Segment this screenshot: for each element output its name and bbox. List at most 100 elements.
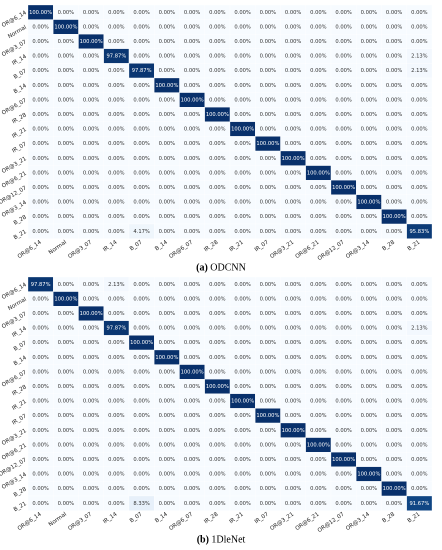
cell-label: 0.00%: [32, 340, 49, 346]
cell-label: 0.00%: [209, 156, 226, 162]
cell-label: 0.00%: [108, 311, 125, 317]
cell-label: 0.00%: [83, 24, 100, 30]
x-tick-label: OR@6_14: [17, 511, 43, 532]
cell-label: 0.00%: [234, 39, 251, 45]
cell-label: 0.00%: [32, 185, 49, 191]
cell-label: 0.00%: [133, 399, 150, 405]
cell-label: 0.00%: [58, 384, 75, 390]
cell-label: 100.00%: [282, 156, 305, 162]
cell-label: 0.00%: [361, 442, 378, 448]
cell-label: 0.00%: [386, 97, 403, 103]
cell-label: 0.00%: [285, 185, 302, 191]
cell-label: 0.00%: [260, 369, 277, 375]
y-tick-label: IR_07: [11, 141, 28, 154]
y-tick-label: IR_21: [11, 127, 28, 140]
x-tick-label: IR_21: [229, 239, 245, 253]
cell-label: 0.00%: [411, 296, 428, 302]
x-tick-label: OR@6_07: [168, 239, 194, 260]
y-tick-label: Normal: [7, 297, 28, 313]
cell-label: 0.00%: [184, 282, 201, 288]
cell-label: 0.00%: [411, 39, 428, 45]
cell-label: 0.00%: [83, 501, 100, 507]
cell-label: 0.00%: [234, 170, 251, 176]
cell-label: 0.00%: [411, 282, 428, 288]
cell-label: 0.00%: [32, 200, 49, 206]
cell-label: 0.00%: [209, 170, 226, 176]
cell-label: 0.00%: [184, 24, 201, 30]
cell-label: 0.00%: [285, 68, 302, 74]
cell-label: 0.00%: [234, 10, 251, 16]
cell-label: 0.00%: [310, 141, 327, 147]
cell-label: 0.00%: [83, 428, 100, 434]
cell-label: 0.00%: [234, 68, 251, 74]
cell-label: 0.00%: [310, 501, 327, 507]
cell-label: 0.00%: [386, 10, 403, 16]
cell-label: 100.00%: [383, 486, 406, 492]
cell-label: 0.00%: [108, 340, 125, 346]
cell-label: 0.00%: [209, 472, 226, 478]
cell-label: 0.00%: [108, 112, 125, 118]
cell-label: 0.00%: [209, 141, 226, 147]
cell-label: 0.00%: [386, 457, 403, 463]
cell-label: 0.00%: [285, 170, 302, 176]
cell-label: 0.00%: [133, 326, 150, 332]
cell-label: 0.00%: [335, 68, 352, 74]
cell-label: 97.87%: [132, 68, 152, 74]
cell-label: 0.00%: [411, 457, 428, 463]
cell-label: 0.00%: [32, 170, 49, 176]
x-tick-label: B_21: [407, 239, 422, 252]
y-tick-label: B_21: [13, 229, 28, 241]
cell-label: 0.00%: [133, 127, 150, 133]
cell-label: 0.00%: [58, 214, 75, 220]
cell-label: 0.00%: [184, 413, 201, 419]
cell-label: 0.00%: [386, 442, 403, 448]
cell-label: 0.00%: [209, 326, 226, 332]
cell-label: 0.00%: [159, 10, 176, 16]
cell-label: 0.00%: [58, 229, 75, 235]
y-tick-label: IR_07: [11, 413, 28, 426]
cell-label: 0.00%: [411, 355, 428, 361]
cell-label: 0.00%: [361, 127, 378, 133]
cell-label: 0.00%: [159, 399, 176, 405]
cell-label: 0.00%: [83, 442, 100, 448]
cell-label: 0.00%: [285, 200, 302, 206]
cell-label: 0.00%: [386, 141, 403, 147]
cell-label: 0.00%: [285, 127, 302, 133]
cell-label: 0.00%: [260, 399, 277, 405]
cell-label: 0.00%: [209, 97, 226, 103]
cell-label: 0.00%: [285, 326, 302, 332]
cell-label: 0.00%: [234, 501, 251, 507]
cell-label: 0.00%: [32, 156, 49, 162]
y-tick-label: Normal: [7, 25, 28, 41]
cell-label: 0.00%: [335, 486, 352, 492]
cell-label: 0.00%: [83, 326, 100, 332]
cell-label: 0.00%: [310, 428, 327, 434]
cell-label: 0.00%: [411, 399, 428, 405]
cell-label: 0.00%: [234, 97, 251, 103]
cell-label: 0.00%: [58, 472, 75, 478]
cell-label: 0.00%: [159, 141, 176, 147]
cell-label: 0.00%: [260, 486, 277, 492]
cell-label: 0.00%: [386, 282, 403, 288]
cell-label: 0.00%: [361, 399, 378, 405]
cell-label: 0.00%: [386, 311, 403, 317]
x-tick-label: OR@3_21: [269, 239, 295, 260]
cell-label: 2.13%: [411, 326, 428, 332]
cell-label: 100.00%: [383, 214, 406, 220]
cell-label: 0.00%: [310, 24, 327, 30]
cell-label: 0.00%: [209, 369, 226, 375]
cell-label: 0.00%: [133, 457, 150, 463]
cell-label: 0.00%: [285, 54, 302, 60]
cell-label: 100.00%: [54, 24, 77, 30]
cell-label: 100.00%: [80, 311, 103, 317]
cell-label: 0.00%: [386, 399, 403, 405]
cell-label: 100.00%: [155, 83, 178, 89]
cell-label: 0.00%: [386, 355, 403, 361]
cell-label: 0.00%: [108, 10, 125, 16]
cell-label: 0.00%: [209, 24, 226, 30]
cell-label: 0.00%: [361, 214, 378, 220]
cell-label: 0.00%: [234, 340, 251, 346]
cell-label: 0.00%: [335, 326, 352, 332]
cell-label: 0.00%: [285, 369, 302, 375]
